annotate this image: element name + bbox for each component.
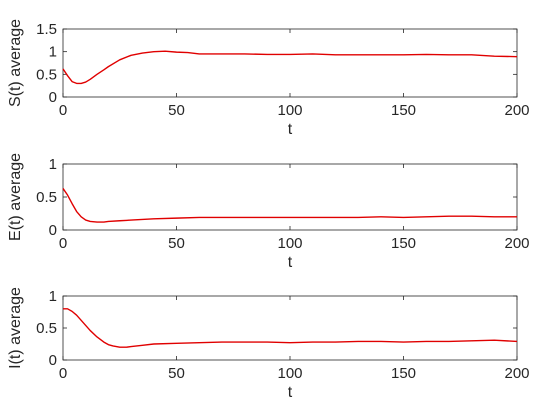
x-tick-label: 0 — [59, 235, 67, 252]
y-tick-label: 0.5 — [36, 320, 57, 337]
y-tick-label: 1 — [49, 44, 57, 61]
x-axis-label: t — [288, 254, 293, 271]
x-tick-label: 100 — [277, 235, 302, 252]
axes-box — [62, 28, 518, 98]
x-tick-label: 50 — [168, 235, 185, 252]
y-tick-label: 1 — [49, 156, 57, 173]
y-axis-label: E(t) average — [7, 153, 24, 241]
x-tick-label: 50 — [168, 365, 185, 382]
x-tick-label: 0 — [59, 102, 67, 119]
subplot-3: 0 50 100 150 200 0 0.5 1 t I(t) average — [7, 287, 530, 401]
y-tick-label: 1 — [49, 288, 57, 305]
x-tick-label: 100 — [277, 102, 302, 119]
axes-box — [62, 295, 518, 361]
subplot-2: 0 50 100 150 200 0 0.5 1 t E(t) average — [7, 153, 530, 271]
y-tick-label: 0 — [49, 222, 57, 239]
y-axis-label: I(t) average — [7, 287, 24, 369]
x-tick-label: 0 — [59, 365, 67, 382]
x-tick-label: 150 — [391, 365, 416, 382]
y-axis-label: S(t) average — [7, 19, 24, 107]
x-tick-label: 150 — [391, 102, 416, 119]
series-line — [63, 308, 518, 348]
y-tick-label: 0.5 — [36, 66, 57, 83]
x-tick-label: 150 — [391, 235, 416, 252]
x-axis-label: t — [288, 384, 293, 401]
x-tick-label: 100 — [277, 365, 302, 382]
y-tick-label: 1.5 — [36, 21, 57, 38]
x-axis-label: t — [288, 121, 293, 138]
y-tick-label: 0 — [49, 89, 57, 106]
x-tick-label: 200 — [504, 102, 529, 119]
subplot-1: 0 50 100 150 200 0 0.5 1 1.5 t S(t) average — [7, 19, 530, 138]
x-tick-label: 200 — [504, 365, 529, 382]
y-tick-label: 0.5 — [36, 189, 57, 206]
series-line — [62, 50, 518, 85]
y-tick-label: 0 — [49, 352, 57, 369]
x-tick-label: 200 — [504, 235, 529, 252]
series-line — [62, 188, 517, 223]
x-tick-label: 50 — [168, 102, 185, 119]
